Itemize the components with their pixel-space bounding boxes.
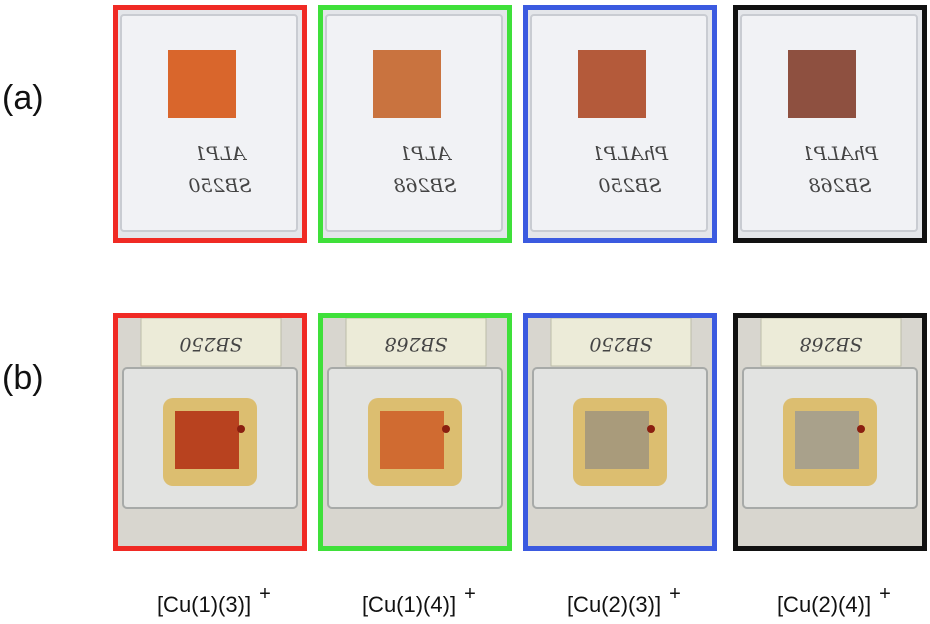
- charge-superscript: +: [669, 583, 681, 605]
- handwritten-note: PhALP1: [802, 143, 879, 165]
- handwritten-note: SB268: [799, 333, 862, 355]
- sample-photo: PhALP1 SB268: [733, 5, 927, 243]
- contact-dot: [237, 425, 245, 433]
- film-square: [788, 50, 856, 118]
- film-square: [578, 50, 646, 118]
- handwritten-note: ALP1: [399, 143, 452, 165]
- frame: [523, 5, 717, 243]
- glass-slide: [740, 14, 918, 232]
- column-label: [Cu(2)(4)]: [777, 592, 871, 617]
- frame: [113, 5, 307, 243]
- column-label: [Cu(1)(3)]: [157, 592, 251, 617]
- paper-tag: [345, 317, 487, 367]
- frame: [523, 313, 717, 551]
- inverted-note: SB268: [799, 333, 862, 355]
- frame: [733, 313, 927, 551]
- paper-tag: [140, 317, 282, 367]
- glass-slide: [120, 14, 298, 232]
- sample-photo: SB250: [523, 313, 717, 551]
- mirrored-note: ALP1 SB268: [393, 143, 456, 197]
- row-label: (a): [2, 79, 44, 117]
- mirrored-note: PhALP1 SB250: [592, 143, 669, 197]
- mirrored-note: PhALP1 SB268: [802, 143, 879, 197]
- column-label: [Cu(1)(4)]: [362, 592, 456, 617]
- handwritten-note: SB250: [589, 333, 652, 355]
- handwritten-note: ALP1: [194, 143, 247, 165]
- frame: [318, 313, 512, 551]
- inverted-note: SB250: [179, 333, 242, 355]
- contact-dot: [442, 425, 450, 433]
- handwritten-note: SB268: [808, 175, 871, 197]
- frame: [733, 5, 927, 243]
- row-label: (b): [2, 359, 44, 397]
- glass-slide: [530, 14, 708, 232]
- frame: [113, 313, 307, 551]
- glass-slide: [325, 14, 503, 232]
- inverted-note: SB268: [384, 333, 447, 355]
- sample-photo: ALP1 SB268: [318, 5, 512, 243]
- contact-dot: [857, 425, 865, 433]
- film-square: [585, 411, 649, 469]
- frame: [318, 5, 512, 243]
- sample-photo: SB268: [733, 313, 927, 551]
- inverted-note: SB250: [589, 333, 652, 355]
- film-square: [175, 411, 239, 469]
- contact-dot: [647, 425, 655, 433]
- sample-photo: SB268: [318, 313, 512, 551]
- paper-tag: [550, 317, 692, 367]
- handwritten-note: SB250: [598, 175, 661, 197]
- column-label: [Cu(2)(3)]: [567, 592, 661, 617]
- handwritten-note: PhALP1: [592, 143, 669, 165]
- handwritten-note: SB268: [384, 333, 447, 355]
- sample-photo: SB250: [113, 313, 307, 551]
- film-square: [380, 411, 444, 469]
- sample-photo: PhALP1 SB250: [523, 5, 717, 243]
- sample-photo: ALP1 SB250: [113, 5, 307, 243]
- charge-superscript: +: [879, 583, 891, 605]
- charge-superscript: +: [259, 583, 271, 605]
- charge-superscript: +: [464, 583, 476, 605]
- film-square: [373, 50, 441, 118]
- mirrored-note: ALP1 SB250: [188, 143, 251, 197]
- paper-tag: [760, 317, 902, 367]
- handwritten-note: SB268: [393, 175, 456, 197]
- handwritten-note: SB250: [179, 333, 242, 355]
- film-square: [795, 411, 859, 469]
- handwritten-note: SB250: [188, 175, 251, 197]
- film-square: [168, 50, 236, 118]
